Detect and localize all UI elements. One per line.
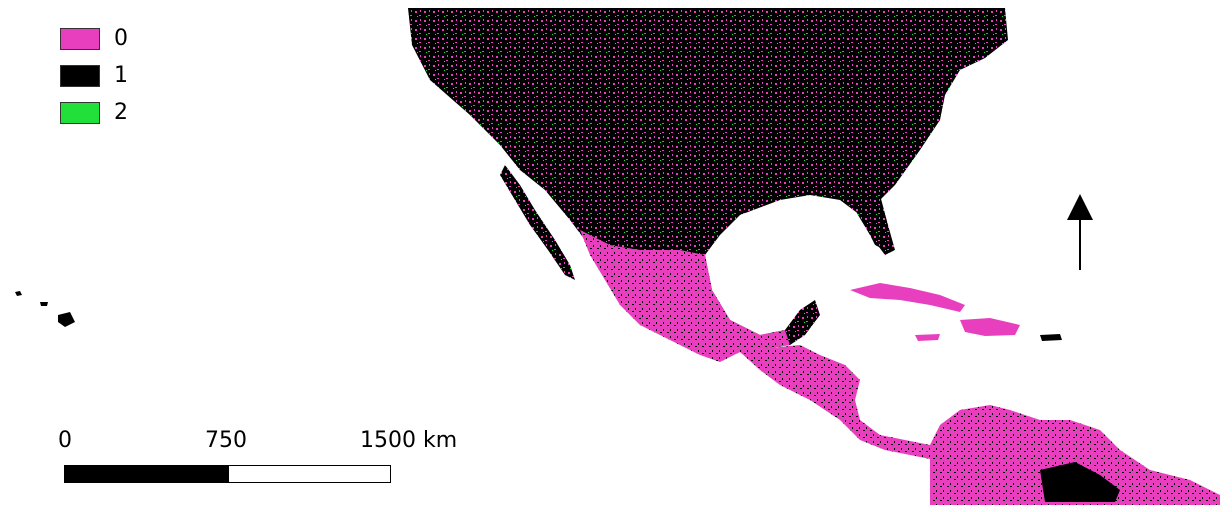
north-arrow-icon	[1067, 194, 1093, 270]
north-america-landmass	[408, 8, 1008, 360]
baja-california	[500, 165, 575, 280]
legend-item-0: 0	[60, 20, 128, 57]
jamaica	[915, 334, 940, 341]
hawaii-islands	[15, 291, 75, 327]
central-america	[740, 345, 935, 460]
legend-item-2: 2	[60, 94, 128, 131]
scale-label-1500-km: 1500 km	[360, 428, 458, 453]
south-america-landmass	[930, 405, 1220, 505]
puerto-rico	[1040, 334, 1062, 341]
legend-label-1: 1	[114, 63, 128, 88]
legend-swatch-2	[60, 101, 100, 124]
legend-label-2: 2	[114, 100, 128, 125]
legend-swatch-1	[60, 64, 100, 87]
florida	[850, 195, 895, 255]
scale-label-750: 750	[205, 428, 247, 453]
scale-segment-white	[228, 465, 391, 483]
scale-label-0: 0	[58, 428, 72, 453]
mexico-landmass	[580, 230, 790, 362]
scale-bar: 0 750 1500 km	[0, 0, 457, 483]
cuba	[850, 283, 965, 312]
map-legend: 0 1 2	[60, 20, 128, 131]
hispaniola	[960, 318, 1020, 336]
legend-item-1: 1	[60, 57, 128, 94]
scale-segment-black	[64, 465, 229, 483]
legend-label-0: 0	[114, 26, 128, 51]
legend-swatch-0	[60, 27, 100, 50]
south-america-dark-region	[1040, 462, 1120, 502]
